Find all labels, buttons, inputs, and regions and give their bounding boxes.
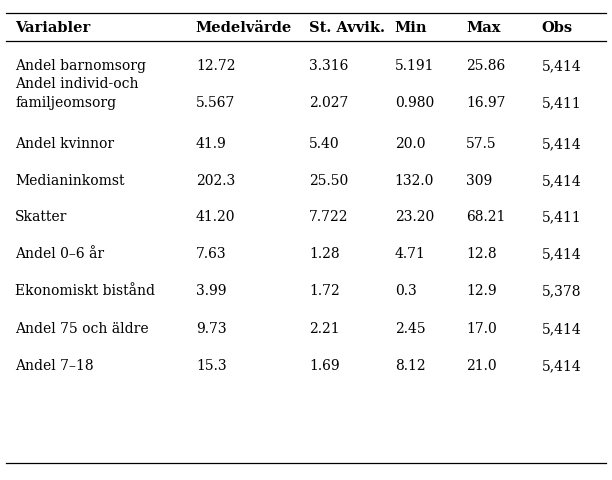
Text: Andel 75 och äldre: Andel 75 och äldre — [15, 322, 149, 336]
Text: 5,411: 5,411 — [542, 96, 581, 110]
Text: 41.9: 41.9 — [196, 137, 226, 151]
Text: 5,414: 5,414 — [542, 247, 581, 262]
Text: St. Avvik.: St. Avvik. — [309, 21, 385, 35]
Text: 41.20: 41.20 — [196, 210, 236, 225]
Text: 5.40: 5.40 — [309, 137, 340, 151]
Text: 132.0: 132.0 — [395, 174, 434, 188]
Text: familjeomsorg: familjeomsorg — [15, 96, 116, 110]
Text: Ekonomiskt bistånd: Ekonomiskt bistånd — [15, 284, 155, 299]
Text: 5,414: 5,414 — [542, 137, 581, 151]
Text: 16.97: 16.97 — [466, 96, 506, 110]
Text: 202.3: 202.3 — [196, 174, 235, 188]
Text: 68.21: 68.21 — [466, 210, 506, 225]
Text: 7.722: 7.722 — [309, 210, 349, 225]
Text: Andel individ-och: Andel individ-och — [15, 77, 139, 91]
Text: 2.45: 2.45 — [395, 322, 425, 336]
Text: Andel 7–18: Andel 7–18 — [15, 359, 94, 373]
Text: Variabler: Variabler — [15, 21, 91, 35]
Text: 12.8: 12.8 — [466, 247, 497, 262]
Text: Skatter: Skatter — [15, 210, 68, 225]
Text: 15.3: 15.3 — [196, 359, 226, 373]
Text: 7.63: 7.63 — [196, 247, 226, 262]
Text: 5,414: 5,414 — [542, 322, 581, 336]
Text: Min: Min — [395, 21, 427, 35]
Text: 5,411: 5,411 — [542, 210, 581, 225]
Text: 5,414: 5,414 — [542, 59, 581, 73]
Text: 1.72: 1.72 — [309, 284, 340, 299]
Text: 5,414: 5,414 — [542, 174, 581, 188]
Text: 25.86: 25.86 — [466, 59, 506, 73]
Text: 1.28: 1.28 — [309, 247, 340, 262]
Text: 5,414: 5,414 — [542, 359, 581, 373]
Text: Andel kvinnor: Andel kvinnor — [15, 137, 114, 151]
Text: 20.0: 20.0 — [395, 137, 425, 151]
Text: 57.5: 57.5 — [466, 137, 497, 151]
Text: Andel 0–6 år: Andel 0–6 år — [15, 247, 105, 262]
Text: 3.99: 3.99 — [196, 284, 226, 299]
Text: 5.191: 5.191 — [395, 59, 435, 73]
Text: 17.0: 17.0 — [466, 322, 497, 336]
Text: 4.71: 4.71 — [395, 247, 425, 262]
Text: Max: Max — [466, 21, 501, 35]
Text: 5,378: 5,378 — [542, 284, 581, 299]
Text: 0.3: 0.3 — [395, 284, 417, 299]
Text: 12.72: 12.72 — [196, 59, 236, 73]
Text: Medianinkomst: Medianinkomst — [15, 174, 125, 188]
Text: Andel barnomsorg: Andel barnomsorg — [15, 59, 146, 73]
Text: 3.316: 3.316 — [309, 59, 348, 73]
Text: 25.50: 25.50 — [309, 174, 348, 188]
Text: 2.21: 2.21 — [309, 322, 340, 336]
Text: 9.73: 9.73 — [196, 322, 226, 336]
Text: 2.027: 2.027 — [309, 96, 348, 110]
Text: 5.567: 5.567 — [196, 96, 235, 110]
Text: 12.9: 12.9 — [466, 284, 497, 299]
Text: 23.20: 23.20 — [395, 210, 434, 225]
Text: 21.0: 21.0 — [466, 359, 497, 373]
Text: 0.980: 0.980 — [395, 96, 434, 110]
Text: Medelvärde: Medelvärde — [196, 21, 292, 35]
Text: 309: 309 — [466, 174, 493, 188]
Text: 8.12: 8.12 — [395, 359, 425, 373]
Text: Obs: Obs — [542, 21, 573, 35]
Text: 1.69: 1.69 — [309, 359, 340, 373]
